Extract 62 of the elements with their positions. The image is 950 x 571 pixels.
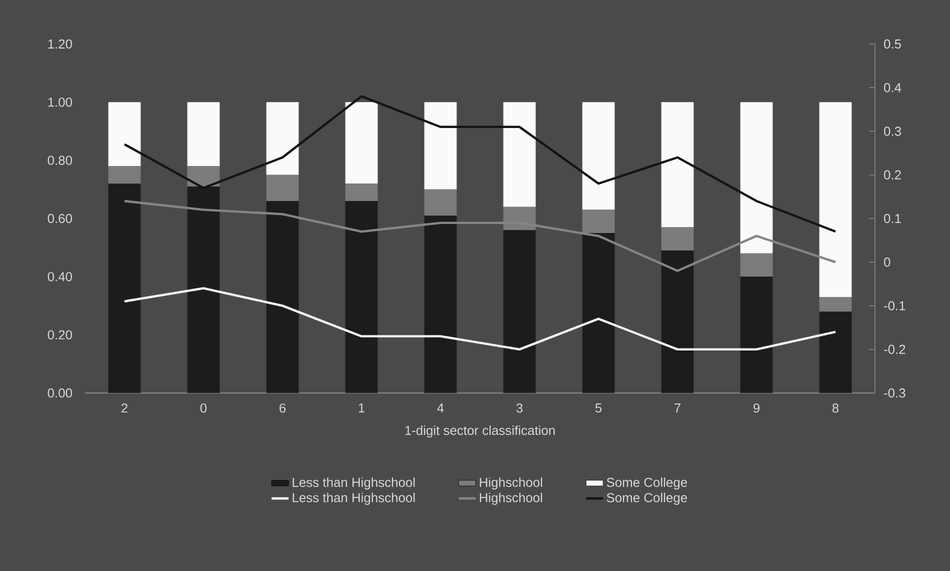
bar — [503, 102, 536, 207]
bar — [345, 102, 378, 184]
y-tick-label: 0.20 — [48, 330, 72, 340]
x-tick-label: 5 — [595, 403, 602, 413]
x-tick-label: 6 — [280, 403, 286, 413]
y-tick-label: 0.80 — [48, 156, 72, 165]
legend-label: Highschool — [480, 492, 542, 505]
bar — [424, 102, 457, 190]
bar — [819, 102, 852, 298]
x-tick-label: 0 — [200, 403, 207, 413]
y2-tick-label: -0.2 — [884, 344, 906, 354]
bar — [661, 227, 694, 250]
bar — [740, 276, 773, 393]
bar — [582, 102, 615, 210]
y2-tick-label: 0.2 — [884, 170, 901, 180]
bar — [424, 216, 457, 393]
y-tick-label: 0.40 — [48, 272, 72, 282]
y-tick-label: 1.20 — [48, 39, 72, 49]
y2-tick-label: 0.1 — [884, 214, 901, 224]
x-tick-label: 4 — [437, 403, 444, 412]
bar — [266, 174, 299, 202]
y2-tick-label: -0.1 — [884, 301, 906, 310]
bar — [740, 253, 773, 277]
y-tick-label: 1.00 — [48, 98, 72, 107]
y2-tick-label: 0.4 — [884, 83, 902, 92]
x-tick-label: 9 — [754, 403, 760, 413]
x-axis-title: 1-digit sector classification — [405, 425, 555, 438]
x-tick-label: 8 — [832, 403, 839, 413]
bar — [661, 250, 694, 393]
bar — [582, 210, 615, 234]
bar — [819, 312, 852, 393]
bar — [740, 102, 773, 254]
legend-label: Highschool — [480, 477, 542, 490]
bar — [108, 102, 141, 166]
bar — [108, 166, 141, 184]
x-tick-label: 7 — [674, 403, 680, 412]
legend-label: Some College — [606, 492, 687, 505]
bar — [661, 102, 694, 228]
y-tick-label: 0.60 — [48, 214, 72, 224]
bar — [424, 189, 457, 216]
x-tick-label: 3 — [516, 403, 523, 413]
bar — [108, 184, 141, 393]
line-series — [123, 287, 837, 351]
y2-tick-label: 0 — [884, 258, 890, 267]
y2-tick-label: 0.3 — [884, 126, 901, 136]
bar — [819, 297, 852, 312]
x-tick-label: 1 — [358, 403, 364, 412]
line-series — [123, 200, 837, 272]
y2-tick-label: 0.5 — [884, 39, 901, 49]
x-tick-label: 2 — [122, 403, 128, 413]
y2-tick-label: -0.3 — [884, 388, 906, 398]
bar — [345, 201, 378, 393]
legend-label: Less than Highschool — [292, 492, 415, 505]
bar — [503, 230, 536, 393]
bar — [582, 233, 615, 393]
y-tick-label: 0.00 — [48, 388, 72, 398]
bar — [345, 184, 378, 202]
bar — [187, 102, 220, 166]
bar — [266, 201, 299, 393]
legend-label: Less than Highschool — [292, 477, 415, 490]
legend-label: Some College — [606, 477, 687, 490]
bar — [266, 102, 299, 175]
